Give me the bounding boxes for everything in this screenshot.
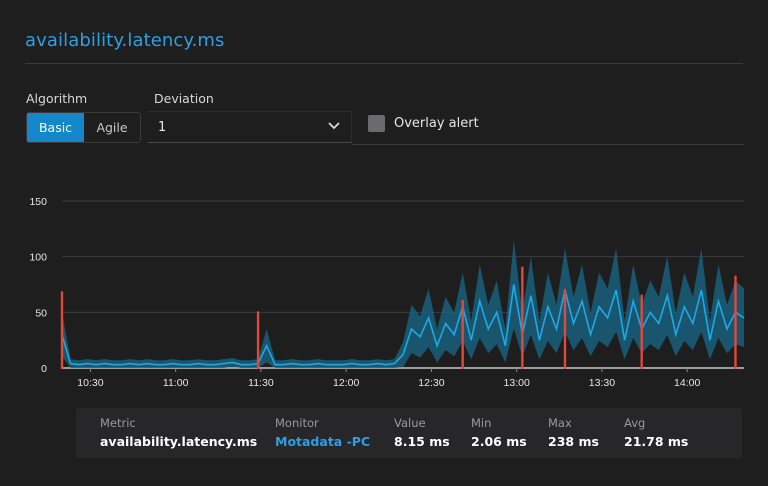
deviation-label: Deviation bbox=[154, 91, 214, 106]
avg-header: Avg bbox=[624, 416, 646, 430]
overlay-alert-label: Overlay alert bbox=[394, 116, 479, 131]
y-tick-label: 50 bbox=[35, 307, 47, 319]
overlay-alert-checkbox[interactable] bbox=[368, 115, 385, 132]
x-tick-label: 11:30 bbox=[248, 377, 274, 389]
max-value: 238 ms bbox=[548, 434, 599, 449]
y-tick-label: 150 bbox=[29, 196, 47, 208]
chevron-down-icon bbox=[328, 122, 340, 130]
metric-summary: Metric availability.latency.ms Monitor M… bbox=[76, 408, 742, 458]
summary-avg: Avg 21.78 ms bbox=[624, 416, 688, 449]
monitor-header: Monitor bbox=[275, 416, 319, 430]
max-header: Max bbox=[548, 416, 572, 430]
y-tick-label: 0 bbox=[41, 363, 47, 375]
x-tick-label: 13:00 bbox=[504, 377, 530, 389]
metric-value: availability.latency.ms bbox=[100, 434, 258, 449]
avg-value: 21.78 ms bbox=[624, 434, 689, 449]
page-title: availability.latency.ms bbox=[25, 30, 225, 51]
expected-range-band bbox=[62, 240, 744, 368]
latency-chart[interactable]: 0 50 100 150 10:30 11:00 11:30 12:00 12:30 13:00 1… bbox=[0, 180, 768, 400]
metric-header: Metric bbox=[100, 416, 136, 430]
min-value: 2.06 ms bbox=[471, 434, 527, 449]
deviation-select[interactable]: 1 bbox=[148, 111, 352, 143]
x-tick-label: 12:00 bbox=[333, 377, 359, 389]
summary-value: Value 8.15 ms bbox=[394, 416, 450, 449]
summary-min: Min 2.06 ms bbox=[471, 416, 527, 449]
value-header: Value bbox=[394, 416, 426, 430]
summary-monitor: Monitor Motadata -PC bbox=[275, 416, 370, 449]
algorithm-basic-button[interactable]: Basic bbox=[27, 113, 84, 142]
x-tick-label: 13:30 bbox=[589, 377, 615, 389]
deviation-value: 1 bbox=[158, 120, 167, 135]
summary-metric: Metric availability.latency.ms bbox=[100, 416, 257, 449]
value-value: 8.15 ms bbox=[394, 434, 450, 449]
x-tick-label: 14:00 bbox=[674, 377, 700, 389]
x-tick-label: 12:30 bbox=[418, 377, 444, 389]
controls-divider bbox=[352, 144, 744, 145]
title-divider bbox=[25, 63, 743, 64]
latency-series-line bbox=[61, 284, 745, 366]
algorithm-label: Algorithm bbox=[26, 91, 88, 106]
summary-max: Max 238 ms bbox=[548, 416, 599, 449]
y-tick-label: 100 bbox=[29, 252, 47, 264]
x-tick-label: 10:30 bbox=[77, 377, 103, 389]
algorithm-toggle: Basic Agile bbox=[26, 112, 141, 143]
monitor-link[interactable]: Motadata -PC bbox=[275, 434, 371, 449]
x-tick-label: 11:00 bbox=[163, 377, 189, 389]
algorithm-agile-button[interactable]: Agile bbox=[84, 113, 140, 142]
min-header: Min bbox=[471, 416, 492, 430]
